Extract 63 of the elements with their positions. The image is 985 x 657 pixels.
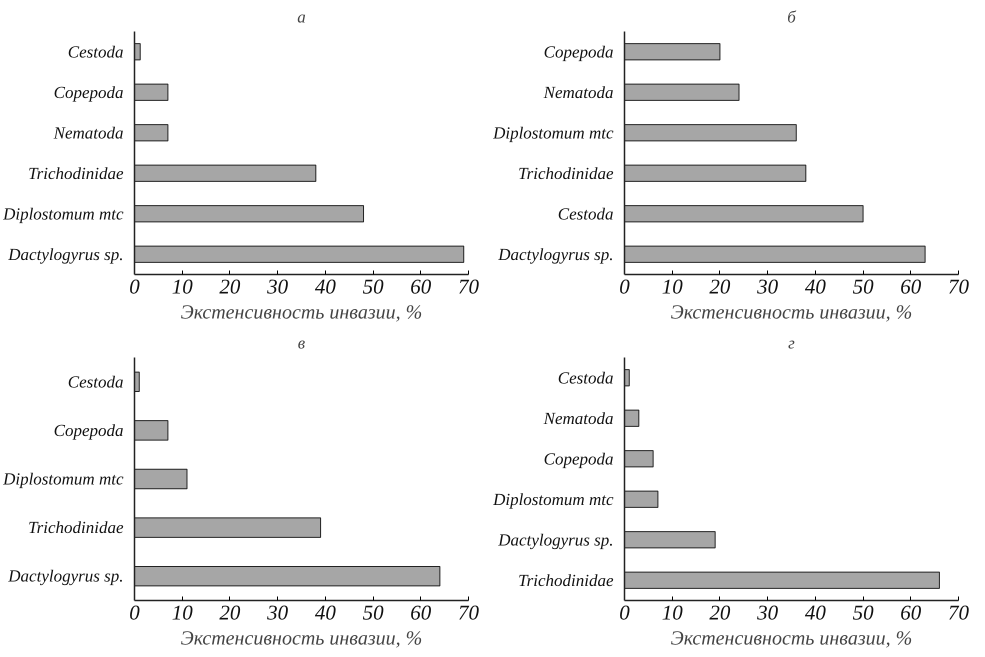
x-tick-label: 40 bbox=[314, 600, 336, 624]
x-axis-title: Экстенсивность инвазии, % bbox=[180, 302, 422, 324]
y-tick-label: Cestoda bbox=[558, 204, 614, 224]
x-tick-label: 0 bbox=[619, 274, 630, 298]
x-tick-label: 70 bbox=[458, 274, 480, 298]
x-tick-label: 60 bbox=[410, 600, 432, 624]
y-tick-label: Trichodinidae bbox=[518, 570, 614, 590]
x-tick-label: 60 bbox=[900, 274, 922, 298]
chart-title: а bbox=[297, 8, 306, 26]
y-tick-label: Cestoda bbox=[68, 372, 124, 392]
x-tick-label: 0 bbox=[129, 274, 140, 298]
x-tick-label: 20 bbox=[219, 600, 241, 624]
x-tick-label: 50 bbox=[852, 274, 874, 298]
x-tick-label: 50 bbox=[362, 600, 384, 624]
x-tick-label: 10 bbox=[172, 600, 194, 624]
y-tick-label: Dactylogyrus sp. bbox=[497, 530, 614, 550]
y-tick-label: Nematoda bbox=[542, 408, 614, 428]
y-tick-label: Dactylogyrus sp. bbox=[497, 244, 614, 264]
x-tick-label: 60 bbox=[410, 274, 432, 298]
x-tick-label: 50 bbox=[362, 274, 384, 298]
x-tick-label: 60 bbox=[900, 600, 922, 624]
y-tick-label: Copepoda bbox=[544, 449, 614, 468]
y-tick-label: Diplostomum mtc bbox=[2, 204, 124, 224]
x-axis-title: Экстенсивность инвазии, % bbox=[670, 628, 912, 650]
y-tick-label: Cestoda bbox=[558, 368, 614, 388]
x-tick-label: 20 bbox=[219, 274, 241, 298]
chart-title: в bbox=[298, 334, 306, 352]
y-tick-label: Diplostomum mtc bbox=[2, 470, 124, 488]
y-tick-label: Dactylogyrus sp. bbox=[7, 566, 124, 586]
y-tick-label: Copepoda bbox=[544, 42, 614, 62]
x-tick-label: 20 bbox=[709, 600, 731, 624]
y-tick-label: Trichodinidae bbox=[518, 164, 614, 183]
x-tick-label: 30 bbox=[756, 600, 779, 624]
x-tick-label: 70 bbox=[458, 600, 480, 624]
chart-title: г bbox=[788, 334, 796, 352]
x-tick-label: 30 bbox=[266, 274, 289, 298]
x-tick-label: 30 bbox=[756, 274, 779, 298]
x-tick-label: 10 bbox=[662, 600, 684, 624]
y-tick-label: Dactylogyrus sp. bbox=[7, 244, 124, 264]
y-tick-label: Cestoda bbox=[68, 42, 124, 62]
x-tick-label: 30 bbox=[266, 600, 289, 624]
y-tick-label: Nematoda bbox=[542, 82, 614, 102]
y-tick-label: Nematoda bbox=[52, 123, 124, 142]
y-tick-label: Trichodinidae bbox=[28, 164, 124, 183]
x-tick-label: 0 bbox=[129, 600, 140, 624]
y-tick-label: Diplostomum mtc bbox=[492, 490, 614, 509]
x-tick-label: 10 bbox=[662, 274, 684, 298]
x-tick-label: 70 bbox=[948, 600, 970, 624]
x-tick-label: 40 bbox=[314, 274, 336, 298]
x-tick-label: 20 bbox=[709, 274, 731, 298]
x-tick-label: 40 bbox=[804, 274, 826, 298]
x-tick-label: 0 bbox=[619, 600, 630, 624]
x-tick-label: 10 bbox=[172, 274, 194, 298]
y-tick-label: Copepoda bbox=[54, 82, 124, 102]
x-tick-label: 50 bbox=[852, 600, 874, 624]
x-axis-title: Экстенсивность инвазии, % bbox=[180, 628, 422, 650]
x-tick-label: 70 bbox=[948, 274, 970, 298]
y-tick-label: Copepoda bbox=[54, 420, 124, 440]
y-tick-label: Diplostomum mtc bbox=[492, 123, 614, 142]
x-tick-label: 40 bbox=[804, 600, 826, 624]
chart-title: б bbox=[787, 8, 796, 26]
x-axis-title: Экстенсивность инвазии, % bbox=[670, 302, 912, 324]
y-tick-label: Trichodinidae bbox=[28, 518, 124, 538]
